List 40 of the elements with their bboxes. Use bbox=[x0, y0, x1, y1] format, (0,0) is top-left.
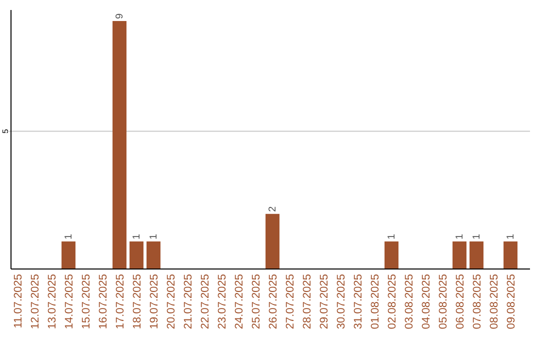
x-tick-label: 05.08.2025 bbox=[438, 274, 450, 330]
x-tick-label: 20.07.2025 bbox=[166, 274, 178, 330]
x-tick-label: 11.07.2025 bbox=[12, 274, 24, 328]
x-tick-label: 22.07.2025 bbox=[200, 274, 212, 330]
x-tick-label: 17.07.2025 bbox=[114, 274, 126, 330]
x-tick-label: 03.08.2025 bbox=[404, 274, 416, 330]
x-tick-label: 04.08.2025 bbox=[420, 274, 432, 330]
data-label: 1 bbox=[506, 233, 516, 240]
y-tick-label: 5 bbox=[1, 128, 10, 134]
data-label: 1 bbox=[148, 233, 160, 240]
x-tick-label: 08.08.2025 bbox=[488, 274, 500, 330]
x-tick-label: 26.07.2025 bbox=[268, 274, 280, 330]
data-label: 9 bbox=[114, 13, 126, 20]
x-tick-label: 06.08.2025 bbox=[454, 274, 466, 330]
data-label: 1 bbox=[386, 233, 398, 240]
x-tick-label: 09.08.2025 bbox=[506, 274, 518, 330]
x-tick-label: 25.07.2025 bbox=[250, 274, 262, 330]
x-tick-label: 18.07.2025 bbox=[132, 274, 144, 330]
x-tick-label: 24.07.2025 bbox=[234, 274, 246, 330]
x-tick-label: 31.07.2025 bbox=[352, 274, 364, 330]
x-tick-label: 16.07.2025 bbox=[98, 274, 110, 330]
data-label: 1 bbox=[64, 233, 74, 240]
x-tick-label: 13.07.2025 bbox=[46, 274, 58, 330]
x-tick-label: 29.07.2025 bbox=[318, 274, 330, 330]
x-tick-label: 21.07.2025 bbox=[182, 274, 194, 330]
x-tick-label: 28.07.2025 bbox=[302, 274, 314, 330]
x-tick-label: 07.08.2025 bbox=[472, 274, 484, 330]
x-tick-label: 12.07.2025 bbox=[30, 274, 42, 330]
x-tick-label: 19.07.2025 bbox=[148, 274, 160, 330]
x-tick-label: 01.08.2025 bbox=[370, 274, 382, 330]
x-tick-label: 27.07.2025 bbox=[284, 274, 296, 330]
data-label: 2 bbox=[268, 206, 278, 212]
x-tick-label: 30.07.2025 bbox=[336, 274, 348, 330]
data-label: 1 bbox=[472, 233, 482, 240]
x-tick-label: 02.08.2025 bbox=[386, 274, 398, 330]
data-label: 1 bbox=[454, 233, 466, 240]
x-tick-label: 15.07.2025 bbox=[80, 274, 92, 330]
x-tick-label: 23.07.2025 bbox=[216, 274, 228, 330]
x-tick-label: 14.07.2025 bbox=[64, 274, 76, 330]
data-label: 1 bbox=[132, 233, 142, 240]
